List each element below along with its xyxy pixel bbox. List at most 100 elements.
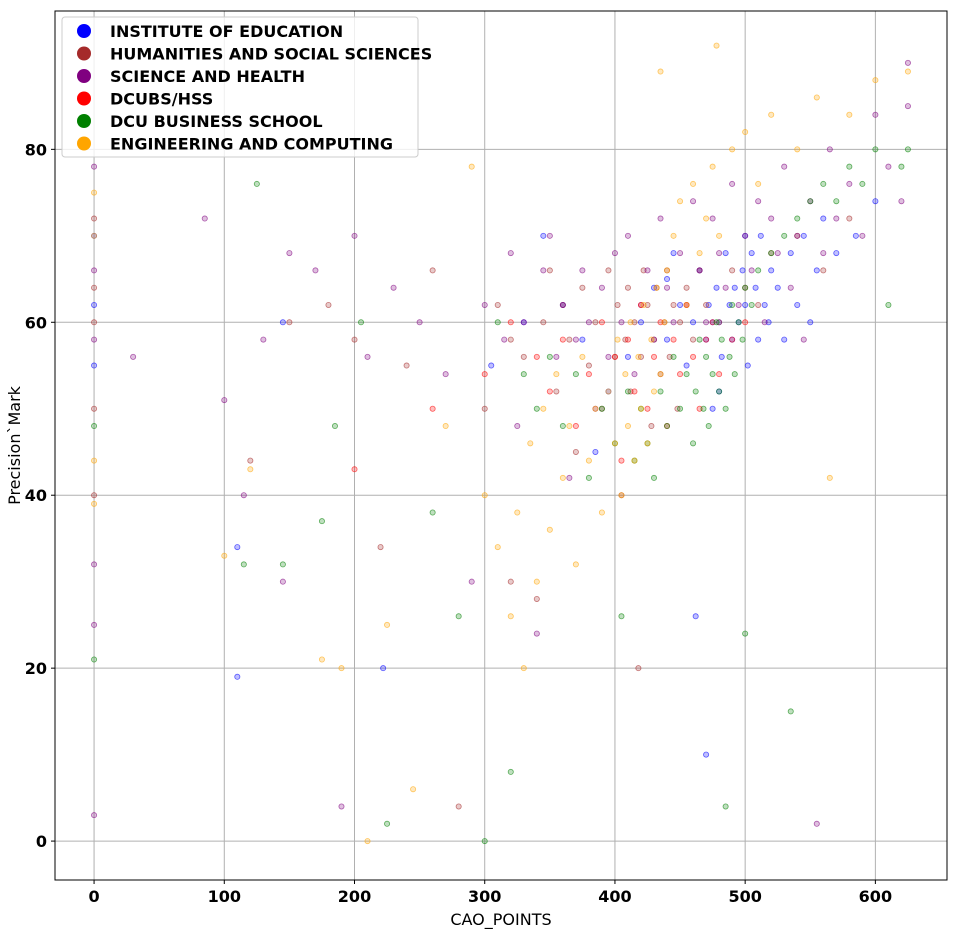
data-point	[481, 371, 488, 378]
data-point	[579, 284, 586, 291]
axis-ticks: 0 100 200 300 400 500 600 0 20 40 60 80	[25, 140, 892, 906]
data-point	[481, 301, 488, 308]
data-point	[820, 180, 827, 187]
x-tick-label: 300	[468, 887, 501, 906]
data-point	[885, 163, 892, 170]
data-point	[240, 561, 247, 568]
data-point	[91, 319, 98, 326]
legend-label: ENGINEERING AND COMPUTING	[110, 135, 393, 154]
data-point	[653, 284, 660, 291]
data-point	[631, 457, 638, 464]
data-point	[677, 405, 684, 412]
data-point	[364, 838, 371, 845]
data-point	[683, 301, 690, 308]
data-point	[692, 613, 699, 620]
data-point	[605, 267, 612, 274]
data-point	[787, 250, 794, 257]
data-point	[331, 423, 338, 430]
data-point	[566, 423, 573, 430]
data-point	[755, 301, 762, 308]
data-point	[351, 232, 358, 239]
data-point	[279, 319, 286, 326]
data-point	[703, 301, 710, 308]
data-point	[455, 803, 462, 810]
data-point	[605, 388, 612, 395]
data-point	[566, 474, 573, 481]
data-point	[690, 440, 697, 447]
data-point	[585, 362, 592, 369]
data-point	[670, 336, 677, 343]
data-point	[898, 198, 905, 205]
data-point	[761, 301, 768, 308]
data-point	[904, 68, 911, 75]
data-point	[592, 319, 599, 326]
data-point	[403, 362, 410, 369]
data-point	[579, 267, 586, 274]
data-point	[631, 371, 638, 378]
data-point	[553, 388, 560, 395]
data-point	[885, 301, 892, 308]
data-point	[585, 474, 592, 481]
data-point	[904, 103, 911, 110]
data-point	[716, 232, 723, 239]
data-point	[546, 232, 553, 239]
data-point	[755, 180, 762, 187]
data-point	[91, 500, 98, 507]
series-group	[91, 198, 879, 758]
data-point	[742, 284, 749, 291]
data-point	[637, 405, 644, 412]
data-point	[540, 232, 547, 239]
data-point	[279, 578, 286, 585]
data-point	[338, 665, 345, 672]
data-point	[540, 319, 547, 326]
data-point	[579, 336, 586, 343]
legend-box	[61, 16, 419, 158]
data-point	[494, 544, 501, 551]
data-point	[572, 371, 579, 378]
data-point	[781, 232, 788, 239]
data-point	[377, 544, 384, 551]
data-point	[501, 336, 508, 343]
y-tick-label: 60	[25, 313, 47, 332]
data-point	[859, 180, 866, 187]
data-point	[640, 301, 647, 308]
data-point	[729, 146, 736, 153]
data-point	[611, 440, 618, 447]
legend-label: HUMANITIES AND SOCIAL SCIENCES	[110, 45, 432, 64]
data-point	[833, 215, 840, 222]
data-point	[742, 129, 749, 136]
data-point	[696, 267, 703, 274]
data-point	[768, 267, 775, 274]
legend: INSTITUTE OF EDUCATION HUMANITIES AND SOC…	[61, 16, 432, 158]
data-point	[546, 526, 553, 533]
data-point	[598, 319, 605, 326]
data-point	[872, 77, 879, 84]
data-point	[520, 353, 527, 360]
data-point	[752, 284, 759, 291]
data-point	[559, 423, 566, 430]
data-point	[572, 448, 579, 455]
data-point	[611, 353, 618, 360]
y-tick-label: 20	[25, 659, 47, 678]
legend-marker	[77, 24, 91, 38]
data-point	[781, 163, 788, 170]
data-point	[614, 301, 621, 308]
data-point	[859, 232, 866, 239]
legend-label: DCUBS/HSS	[110, 90, 213, 109]
x-tick-label: 600	[859, 887, 892, 906]
data-point	[618, 319, 625, 326]
data-point	[91, 215, 98, 222]
data-point	[644, 267, 651, 274]
data-point	[794, 301, 801, 308]
data-point	[852, 232, 859, 239]
data-point	[442, 423, 449, 430]
data-point	[755, 336, 762, 343]
data-point	[637, 319, 644, 326]
data-point	[703, 215, 710, 222]
data-point	[507, 578, 514, 585]
data-point	[494, 301, 501, 308]
legend-marker	[77, 136, 91, 151]
data-point	[380, 665, 387, 672]
y-tick-label: 40	[25, 486, 47, 505]
data-point	[618, 492, 625, 499]
